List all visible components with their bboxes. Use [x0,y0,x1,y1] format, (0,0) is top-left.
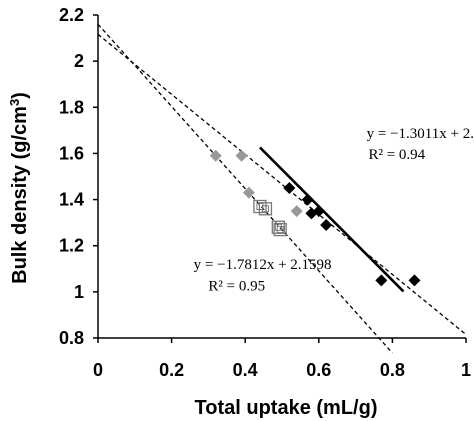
x-tick-label: 0.2 [159,360,184,380]
dashed-trend-line [97,33,467,335]
axes [93,14,467,343]
diamond-point [375,274,388,287]
diamond-point [320,218,333,231]
x-tick-label: 0.4 [233,360,258,380]
diamond-point [408,274,421,287]
diamond-point [235,149,248,162]
regression-equation: y = −1.7812x + 2.1598 [194,257,332,273]
r-squared-label: R² = 0.94 [368,147,425,163]
square-point [258,202,273,216]
fit-line [258,146,405,293]
regression-equation: y = −1.3011x + 2.1163 [367,126,474,142]
y-tick-label: 1.2 [59,236,84,256]
r-squared-label: R² = 0.95 [208,279,265,295]
square-point [271,220,285,234]
square-point-inner [274,223,282,231]
y-tick-label: 1.4 [59,190,84,210]
x-tick-label: 1 [461,360,471,380]
y-tick-label: 1 [74,282,84,302]
diamond-point [290,205,303,218]
square-point-inner [276,226,284,234]
trend-lines [97,23,467,354]
x-tick-label: 0.6 [306,360,331,380]
diamond-point [301,193,314,206]
y-tick-label: 1.8 [59,97,84,117]
tick-labels: 0 0.2 0.4 0.6 0.8 1 0.8 1 1.2 1.4 1.6 1.8 2 2.2 [59,5,471,380]
square-point-inner [261,205,269,213]
y-tick-label: 1.6 [59,143,84,163]
diamond-point [283,182,296,195]
square-point [273,222,287,237]
y-axis-title: Bulk density (g/cm3) [7,92,31,284]
diamond-point [242,186,255,199]
y-tick-label: 2 [74,51,84,71]
x-axis-title: Total uptake (mL/g) [195,397,378,419]
diamond-point [209,149,222,162]
dashed-trend-line [97,23,393,354]
data-points [209,149,421,287]
x-tick-label: 0 [93,360,103,380]
y-tick-label: 2.2 [59,5,84,25]
y-tick-label: 0.8 [59,328,84,348]
x-tick-label: 0.8 [380,360,405,380]
diamond-point [312,205,325,218]
annotations: y = −1.3011x + 2.1163 R² = 0.94 y = −1.781… [194,126,474,295]
